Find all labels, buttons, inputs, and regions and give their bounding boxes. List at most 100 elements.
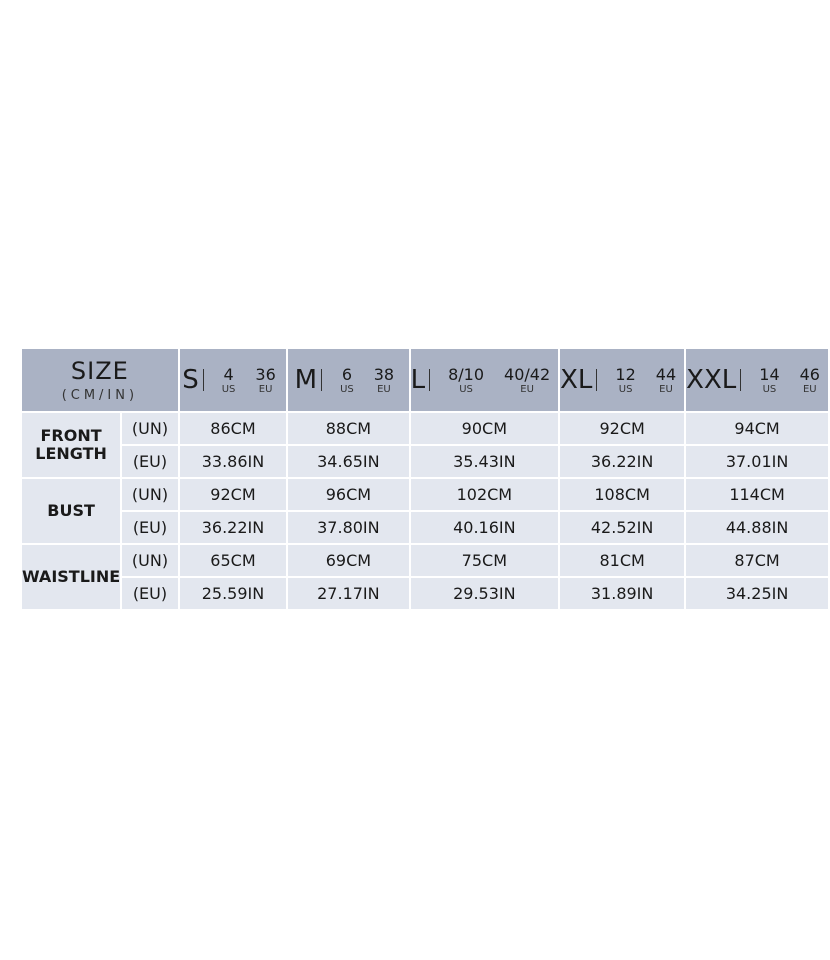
table-row: (EU) 25.59IN 27.17IN 29.53IN 31.89IN 34.25IN [21, 576, 830, 611]
value-cell: 96CM [286, 477, 411, 512]
size-letter: S [182, 365, 199, 395]
divider [740, 369, 742, 391]
value-cell: 37.80IN [286, 510, 411, 545]
value-cell: 94CM [684, 411, 830, 446]
measure-label: FRONT LENGTH [19, 411, 123, 479]
us-label: US [762, 383, 777, 395]
divider [596, 369, 598, 391]
eu-size-value: 36 [255, 364, 276, 384]
eu-label: EU [377, 383, 391, 395]
value-cell: 44.88IN [684, 510, 830, 545]
measure-label: WAISTLINE [19, 543, 123, 611]
table-row: FRONT LENGTH (UN) 86CM 88CM 90CM 92CM 94CM [19, 411, 830, 479]
us-label: US [221, 383, 236, 395]
eu-size-value: 38 [373, 364, 395, 384]
eu-label: EU [520, 383, 534, 395]
us-size-value: 12 [615, 364, 636, 384]
value-cell: 81CM [558, 543, 687, 578]
header-row: SIZE (CM/IN) S 4 US 36 EU M 6 US 38 EU L 8/1… [20, 347, 830, 413]
size-letter: M [294, 365, 318, 395]
value-cell: 33.86IN [177, 444, 289, 479]
size-subtitle: (CM/IN) [61, 387, 139, 403]
unit-label: (EU) [120, 444, 180, 479]
us-size: 12 US [615, 364, 636, 395]
value-cell: 75CM [408, 543, 561, 578]
unit-label: (EU) [120, 576, 180, 611]
us-label: US [459, 383, 473, 395]
eu-size-value: 46 [799, 364, 820, 384]
size-chart-table: SIZE (CM/IN) S 4 US 36 EU M 6 US 38 EU L 8/1… [19, 347, 830, 611]
size-header-m: M 6 US 38 EU [286, 347, 411, 413]
us-size-value: 14 [759, 364, 780, 384]
value-cell: 34.25IN [684, 576, 830, 611]
size-label-group: L 8/10 US 40/42 EU [411, 365, 559, 395]
us-size: 4 US [221, 364, 236, 395]
us-size-value: 4 [223, 364, 234, 384]
eu-size: 46 EU [799, 364, 820, 395]
value-cell: 29.53IN [408, 576, 561, 611]
table-row: BUST (UN) 92CM 96CM 102CM 108CM 114CM [19, 477, 830, 545]
value-cell: 90CM [408, 411, 561, 446]
value-cell: 88CM [286, 411, 411, 446]
value-cell: 36.22IN [177, 510, 289, 545]
eu-label: EU [802, 383, 817, 395]
eu-size: 36 EU [255, 364, 276, 395]
value-cell: 69CM [286, 543, 411, 578]
us-size: 6 US [340, 364, 354, 395]
us-size-value: 6 [341, 364, 352, 384]
value-cell: 40.16IN [408, 510, 561, 545]
unit-label: (UN) [120, 543, 180, 578]
eu-size-value: 40/42 [504, 364, 551, 384]
value-cell: 27.17IN [286, 576, 411, 611]
size-header-xxl: XXL 14 US 46 EU [684, 347, 830, 413]
value-cell: 36.22IN [558, 444, 687, 479]
size-title: SIZE [70, 356, 129, 385]
us-size: 8/10 US [448, 364, 485, 395]
value-cell: 31.89IN [558, 576, 687, 611]
size-header-cell: SIZE (CM/IN) [20, 347, 180, 413]
value-cell: 92CM [558, 411, 687, 446]
size-header-xl: XL 12 US 44 EU [558, 347, 687, 413]
value-cell: 86CM [177, 411, 289, 446]
unit-label: (EU) [120, 510, 180, 545]
size-label-group: XXL 14 US 46 EU [686, 365, 828, 395]
eu-size: 38 EU [373, 364, 395, 395]
us-size-value: 8/10 [448, 364, 485, 384]
value-cell: 108CM [558, 477, 687, 512]
eu-size: 44 EU [655, 364, 677, 395]
value-cell: 92CM [177, 477, 289, 512]
size-label-group: XL 12 US 44 EU [560, 365, 684, 395]
divider [321, 369, 323, 391]
value-cell: 65CM [177, 543, 289, 578]
us-size: 14 US [759, 364, 780, 395]
value-cell: 42.52IN [558, 510, 687, 545]
eu-label: EU [659, 383, 673, 395]
value-cell: 102CM [408, 477, 561, 512]
value-cell: 87CM [684, 543, 830, 578]
eu-size-value: 44 [655, 364, 677, 384]
size-letter: L [410, 365, 426, 395]
size-label-group: S 4 US 36 EU [180, 365, 286, 395]
value-cell: 25.59IN [177, 576, 289, 611]
measure-label: BUST [19, 477, 123, 545]
eu-label: EU [258, 383, 273, 395]
value-cell: 37.01IN [684, 444, 830, 479]
unit-label: (UN) [120, 411, 180, 446]
table-row: (EU) 33.86IN 34.65IN 35.43IN 36.22IN 37.01IN [21, 444, 830, 479]
divider [202, 369, 204, 391]
size-header-s: S 4 US 36 EU [177, 347, 289, 413]
table-row: (EU) 36.22IN 37.80IN 40.16IN 42.52IN 44.88IN [21, 510, 830, 545]
value-cell: 114CM [684, 477, 830, 512]
us-label: US [618, 383, 633, 395]
eu-size: 40/42 EU [504, 364, 551, 395]
us-label: US [340, 383, 354, 395]
value-cell: 34.65IN [286, 444, 411, 479]
size-header-l: L 8/10 US 40/42 EU [408, 347, 561, 413]
size-letter: XXL [686, 365, 737, 395]
value-cell: 35.43IN [408, 444, 561, 479]
table-row: WAISTLINE (UN) 65CM 69CM 75CM 81CM 87CM [19, 543, 830, 611]
size-letter: XL [560, 365, 593, 395]
size-label-group: M 6 US 38 EU [288, 365, 408, 395]
unit-label: (UN) [120, 477, 180, 512]
divider [429, 369, 431, 391]
